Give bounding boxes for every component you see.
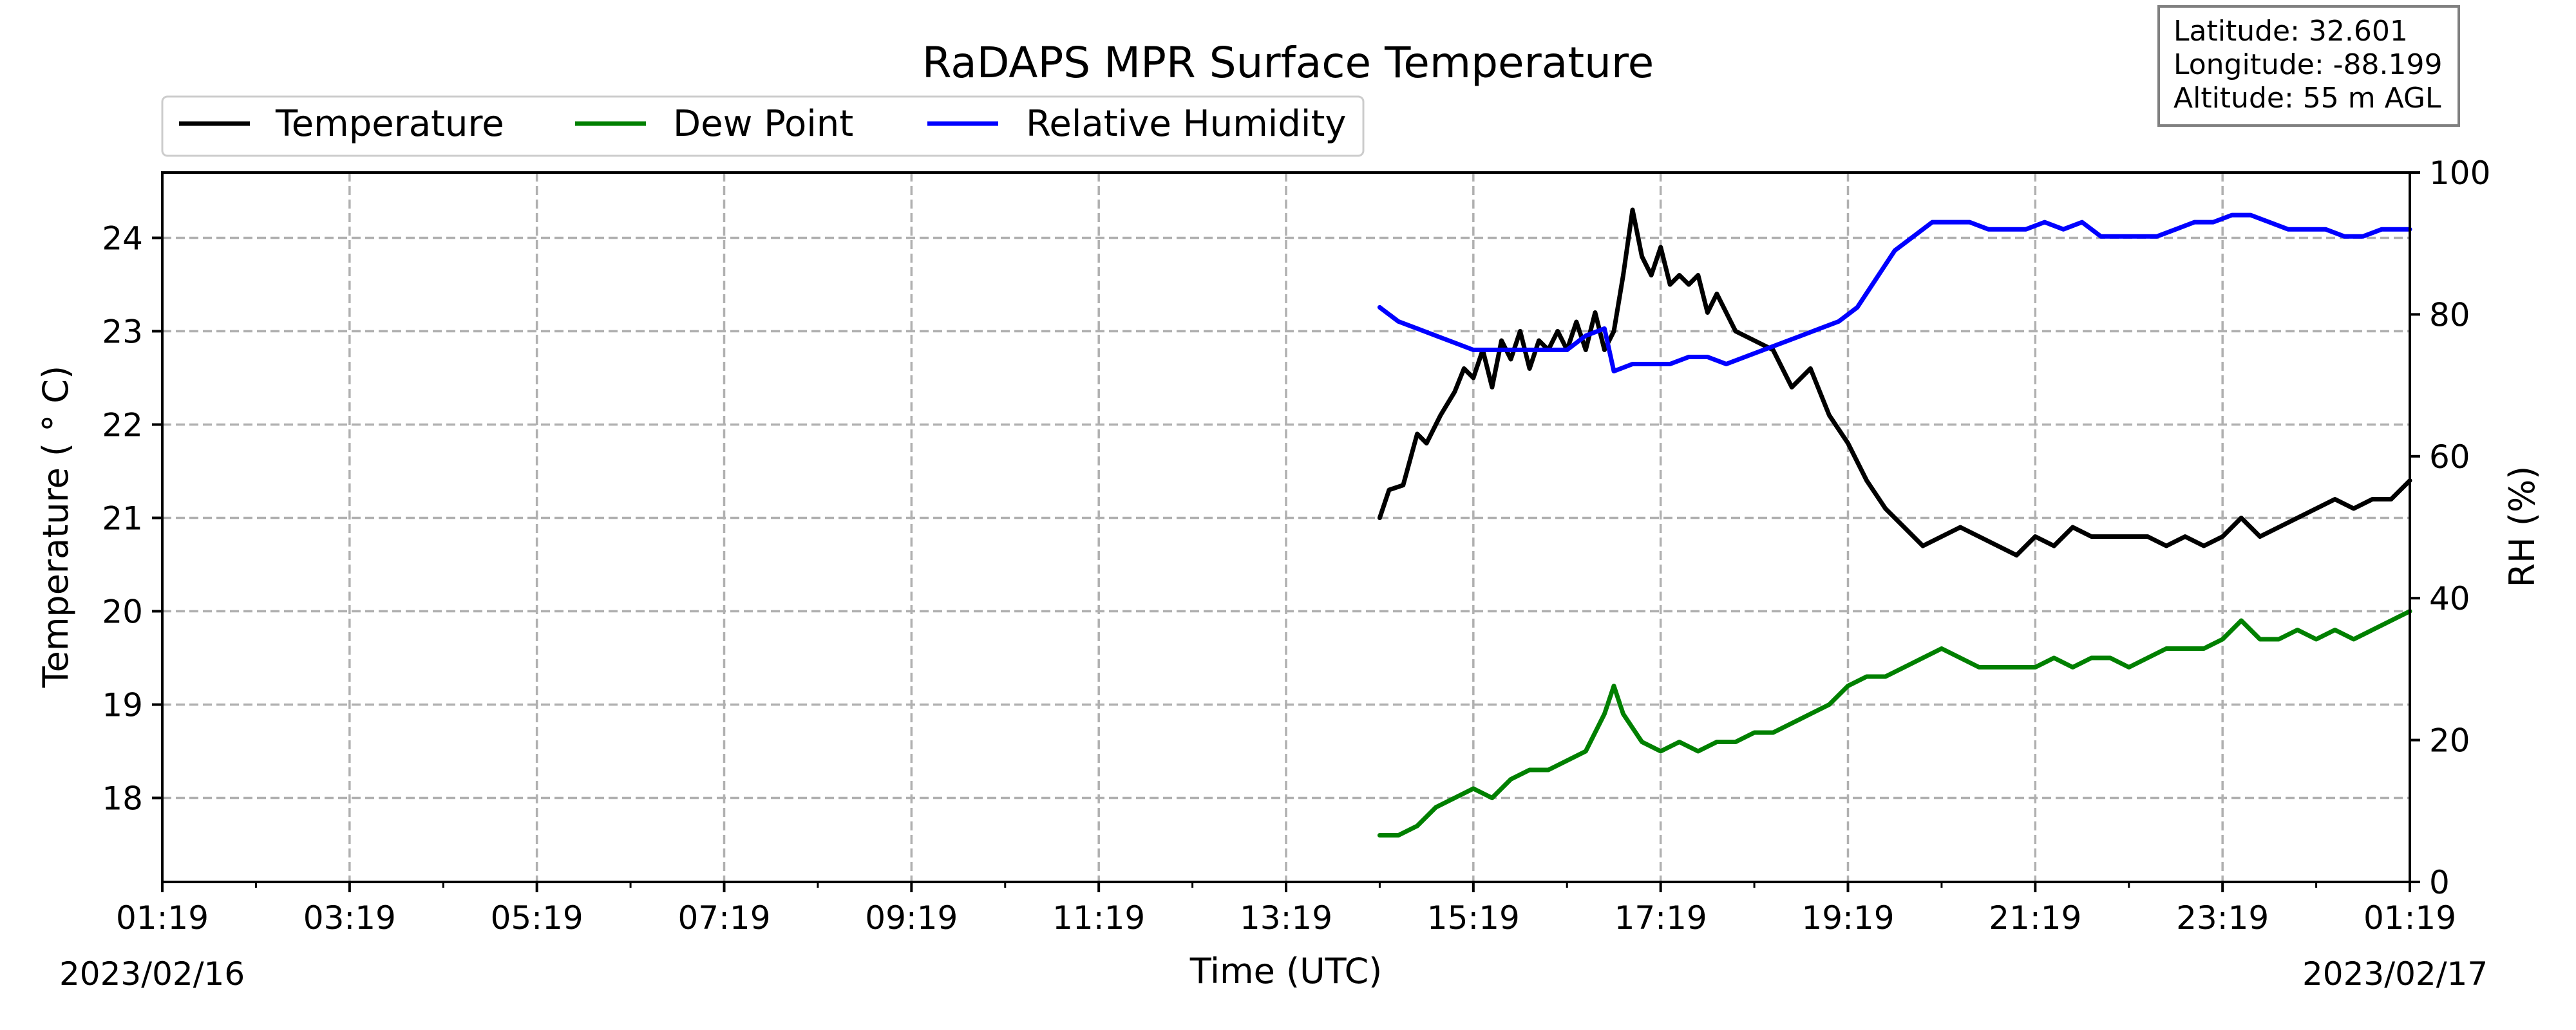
legend-box — [161, 95, 1365, 157]
legend-label-dew-point: Dew Point — [673, 103, 853, 145]
x-end-date: 2023/02/17 — [2302, 955, 2488, 993]
y2-axis-ticks: 0 20 40 60 80 100 — [2410, 154, 2490, 901]
info-longitude: Longitude: -88.199 — [2174, 48, 2442, 81]
x-tick-label: 15:19 — [1427, 899, 1520, 937]
legend-label-relative-humidity: Relative Humidity — [1026, 103, 1347, 145]
series-lines — [1377, 207, 2412, 838]
y-axis-label: Temperature ( ° C) — [35, 366, 76, 688]
legend: Temperature Dew Point Relative Humidity — [161, 95, 1365, 157]
y-axis-ticks: 18 19 20 21 22 23 24 — [102, 220, 162, 818]
x-tick-label: 07:19 — [677, 899, 770, 937]
x-tick-label: 01:19 — [116, 899, 209, 937]
series-line-dew-point — [1377, 609, 2412, 838]
y-tick-label: 18 — [102, 780, 143, 818]
y-tick-label: 21 — [102, 500, 143, 538]
x-axis-ticks: 01:19 03:19 05:19 07:19 09:19 11:19 13:19 15:19… — [116, 882, 2456, 937]
legend-label-temperature: Temperature — [275, 103, 504, 145]
x-tick-label: 23:19 — [2176, 899, 2269, 937]
info-altitude: Altitude: 55 m AGL — [2174, 82, 2441, 115]
x-tick-label: 21:19 — [1989, 899, 2081, 937]
location-info-box: Latitude: 32.601 Longitude: -88.199 Alti… — [2157, 5, 2460, 127]
y-tick-label: 24 — [102, 220, 143, 258]
x-tick-label: 09:19 — [865, 899, 958, 937]
chart-title: RaDAPS MPR Surface Temperature — [922, 38, 1654, 88]
info-box-frame — [2157, 5, 2460, 127]
x-tick-label: 17:19 — [1615, 899, 1707, 937]
series-line-relative-humidity — [1377, 212, 2412, 374]
y2-tick-label: 100 — [2429, 154, 2490, 192]
y2-tick-label: 80 — [2429, 296, 2470, 333]
y-tick-label: 22 — [102, 407, 143, 444]
y2-axis-label: RH (%) — [2502, 466, 2543, 588]
x-tick-label: 19:19 — [1801, 899, 1894, 937]
x-tick-label: 13:19 — [1240, 899, 1332, 937]
y2-tick-label: 20 — [2429, 722, 2470, 760]
x-tick-label: 03:19 — [303, 899, 396, 937]
y2-tick-label: 60 — [2429, 438, 2470, 476]
y2-tick-label: 0 — [2429, 864, 2450, 901]
series-line-temperature — [1377, 207, 2412, 557]
y-tick-label: 20 — [102, 594, 143, 631]
x-tick-label: 11:19 — [1052, 899, 1145, 937]
y2-tick-label: 40 — [2429, 580, 2470, 617]
x-tick-label: 01:19 — [2363, 899, 2456, 937]
info-latitude: Latitude: 32.601 — [2174, 15, 2408, 48]
y-tick-label: 23 — [102, 314, 143, 351]
grid-lines — [162, 173, 2410, 882]
x-axis-label: Time (UTC) — [1189, 951, 1383, 991]
x-tick-label: 05:19 — [491, 899, 583, 937]
x-start-date: 2023/02/16 — [59, 955, 245, 993]
y-tick-label: 19 — [102, 687, 143, 724]
